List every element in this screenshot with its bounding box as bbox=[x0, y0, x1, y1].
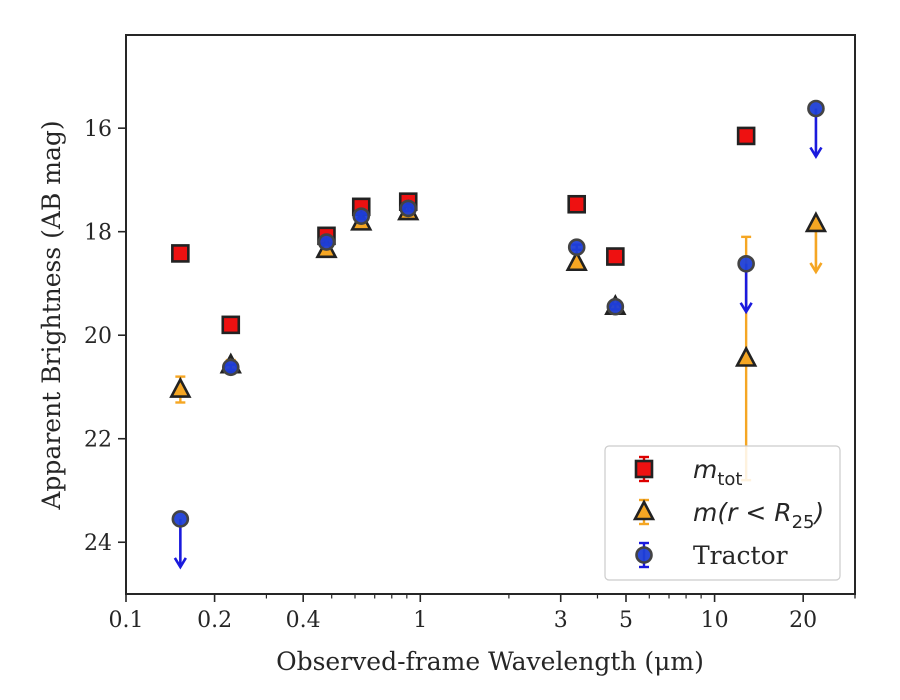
data-point bbox=[804, 211, 828, 275]
square-marker bbox=[171, 244, 190, 263]
legend-label: m(r < R25) bbox=[693, 498, 824, 533]
upper-limit-arrow-head bbox=[173, 557, 187, 570]
circle-marker bbox=[399, 199, 418, 218]
square-marker bbox=[606, 247, 625, 266]
triangle-marker bbox=[565, 249, 588, 272]
x-tick-label: 1 bbox=[413, 608, 427, 633]
x-tick-label: 10 bbox=[701, 608, 729, 633]
y-tick-label: 18 bbox=[84, 221, 112, 246]
x-tick-label: 0.1 bbox=[109, 608, 144, 633]
data-point bbox=[567, 238, 586, 257]
data-point bbox=[221, 358, 240, 377]
data-point bbox=[221, 315, 241, 335]
triangle-marker bbox=[734, 345, 758, 367]
upper-limit-arrow-head bbox=[739, 302, 753, 315]
series-circle bbox=[171, 99, 825, 570]
legend-circle-marker bbox=[635, 546, 653, 564]
y-tick-label: 20 bbox=[84, 324, 112, 349]
legend-box bbox=[604, 445, 841, 581]
series-triangle bbox=[169, 199, 828, 482]
x-tick-label: 3 bbox=[554, 608, 568, 633]
x-axis-label: Observed-frame Wavelength (μm) bbox=[276, 647, 704, 676]
square-marker bbox=[567, 194, 587, 214]
circle-marker bbox=[171, 510, 190, 528]
plot-area bbox=[125, 34, 856, 595]
legend-entry: Tractor bbox=[635, 541, 788, 570]
data-point bbox=[565, 249, 588, 272]
legend-entry: m(r < R25) bbox=[632, 498, 824, 533]
circle-marker bbox=[606, 297, 625, 316]
legend-triangle-marker bbox=[632, 499, 656, 521]
data-markers bbox=[169, 99, 828, 570]
circle-marker bbox=[221, 358, 240, 377]
y-tick-label: 22 bbox=[84, 428, 112, 453]
data-point bbox=[399, 199, 418, 218]
legend: mtot m(r < R25) Tractor bbox=[604, 445, 841, 581]
data-point bbox=[171, 244, 190, 263]
data-point bbox=[736, 126, 756, 146]
square-marker bbox=[221, 315, 241, 335]
legend-label: Tractor bbox=[693, 541, 788, 570]
data-point bbox=[606, 297, 625, 316]
data-point bbox=[567, 194, 587, 214]
circle-marker bbox=[352, 207, 371, 225]
data-point bbox=[171, 510, 190, 570]
y-axis: 16 18 20 22 24 bbox=[84, 117, 126, 556]
data-point bbox=[807, 99, 825, 159]
triangle-marker bbox=[169, 376, 192, 398]
triangle-marker bbox=[804, 211, 828, 233]
data-point bbox=[737, 254, 755, 315]
data-point bbox=[606, 247, 625, 266]
y-axis-label: Apparent Brightness (AB mag) bbox=[37, 120, 66, 510]
circle-marker bbox=[737, 254, 755, 273]
data-point bbox=[317, 233, 336, 251]
plot-frame bbox=[125, 34, 856, 595]
legend-entry: mtot bbox=[634, 455, 743, 490]
upper-limit-arrow-head bbox=[809, 146, 823, 159]
upper-limit-arrow-head bbox=[809, 262, 823, 275]
x-tick-label: 0.4 bbox=[286, 608, 321, 633]
data-point bbox=[352, 207, 371, 225]
x-tick-label: 5 bbox=[619, 608, 633, 633]
circle-marker bbox=[317, 233, 336, 251]
x-tick-label: 20 bbox=[789, 608, 817, 633]
x-axis: 0.1 0.2 0.4 1 3 5 10 20 bbox=[109, 594, 856, 633]
circle-marker bbox=[807, 99, 825, 118]
square-marker bbox=[736, 126, 756, 146]
legend-square-marker bbox=[634, 459, 654, 479]
circle-marker bbox=[567, 238, 586, 257]
data-point bbox=[169, 375, 192, 404]
series-square bbox=[171, 126, 756, 335]
legend-label: mtot bbox=[693, 455, 743, 490]
y-tick-label: 16 bbox=[84, 117, 112, 142]
y-tick-label: 24 bbox=[84, 531, 112, 556]
x-tick-label: 0.2 bbox=[197, 608, 232, 633]
